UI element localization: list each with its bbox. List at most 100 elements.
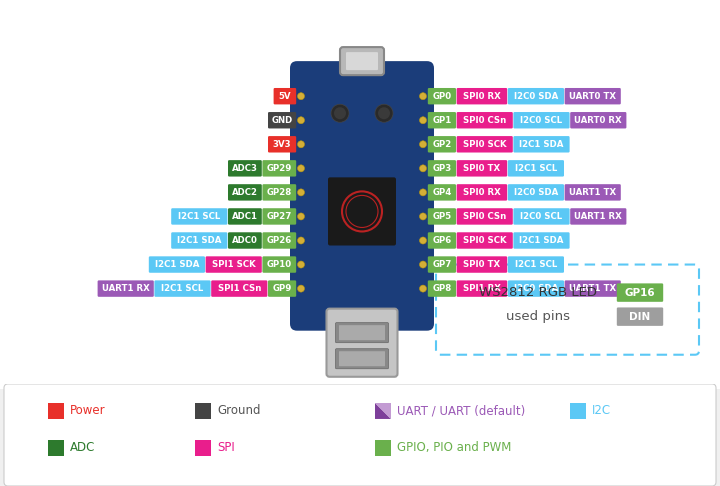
Circle shape [297,189,305,196]
Text: GP28: GP28 [266,188,292,197]
Circle shape [420,141,426,148]
Circle shape [297,285,305,292]
Text: SPI1 RX: SPI1 RX [463,284,501,293]
FancyBboxPatch shape [328,177,396,245]
Text: SPI0 CSn: SPI0 CSn [463,116,506,125]
Text: SPI0 RX: SPI0 RX [463,188,501,197]
FancyBboxPatch shape [171,208,228,225]
FancyBboxPatch shape [149,256,205,273]
Circle shape [420,189,426,196]
FancyBboxPatch shape [456,112,513,128]
Circle shape [297,237,305,244]
Text: used pins: used pins [506,310,570,323]
FancyBboxPatch shape [513,112,570,128]
FancyBboxPatch shape [428,136,456,153]
Text: GP0: GP0 [432,92,451,101]
Circle shape [297,261,305,268]
Text: I2C1 SCL: I2C1 SCL [178,212,220,221]
FancyBboxPatch shape [456,184,507,201]
Circle shape [420,261,426,268]
Circle shape [331,104,349,122]
Circle shape [375,104,393,122]
Text: SPI1 CSn: SPI1 CSn [217,284,261,293]
Circle shape [334,107,346,119]
Text: GPIO, PIO and PWM: GPIO, PIO and PWM [397,441,511,454]
FancyBboxPatch shape [508,184,564,201]
FancyBboxPatch shape [570,112,626,128]
FancyBboxPatch shape [428,256,456,273]
Bar [195,440,211,456]
FancyBboxPatch shape [570,208,626,225]
FancyBboxPatch shape [274,88,296,104]
FancyBboxPatch shape [428,88,456,104]
Bar [375,440,391,456]
Text: I2C1 SCL: I2C1 SCL [161,284,204,293]
FancyBboxPatch shape [456,232,513,249]
Text: SPI: SPI [217,441,235,454]
FancyBboxPatch shape [98,280,154,297]
FancyBboxPatch shape [268,280,296,297]
Text: ADC2: ADC2 [232,188,258,197]
FancyBboxPatch shape [456,256,507,273]
Circle shape [420,165,426,172]
Text: UART1 RX: UART1 RX [575,212,622,221]
Text: GP1: GP1 [432,116,451,125]
FancyBboxPatch shape [513,232,570,249]
Text: GP27: GP27 [266,212,292,221]
Circle shape [420,93,426,100]
FancyBboxPatch shape [340,47,384,75]
FancyBboxPatch shape [262,160,296,176]
FancyBboxPatch shape [262,208,296,225]
FancyBboxPatch shape [336,323,389,343]
Text: UART1 RX: UART1 RX [102,284,150,293]
Text: GP10: GP10 [266,260,292,269]
Text: ADC0: ADC0 [232,236,258,245]
Text: ADC1: ADC1 [232,212,258,221]
Text: I2C0 SDA: I2C0 SDA [514,188,558,197]
Bar [48,403,64,419]
FancyBboxPatch shape [228,232,262,249]
FancyBboxPatch shape [262,256,296,273]
Text: GP29: GP29 [266,164,292,173]
Text: I2C1 SDA: I2C1 SDA [519,236,564,245]
FancyBboxPatch shape [513,136,570,153]
Text: SPI1 SCK: SPI1 SCK [212,260,256,269]
Text: Power: Power [70,404,106,417]
Text: GP3: GP3 [432,164,451,173]
FancyBboxPatch shape [339,325,385,340]
FancyBboxPatch shape [428,112,456,128]
Circle shape [420,285,426,292]
FancyBboxPatch shape [268,112,296,128]
FancyBboxPatch shape [339,351,385,366]
Circle shape [420,213,426,220]
Text: 3V3: 3V3 [273,140,292,149]
Text: GP26: GP26 [266,236,292,245]
FancyBboxPatch shape [428,232,456,249]
Text: SPI0 RX: SPI0 RX [463,92,501,101]
Circle shape [297,117,305,124]
FancyBboxPatch shape [346,52,378,70]
Circle shape [420,117,426,124]
FancyBboxPatch shape [456,280,507,297]
Text: GP6: GP6 [432,236,451,245]
Polygon shape [375,403,391,419]
FancyBboxPatch shape [290,61,434,330]
FancyBboxPatch shape [428,184,456,201]
FancyBboxPatch shape [262,232,296,249]
FancyBboxPatch shape [4,384,716,486]
FancyBboxPatch shape [228,184,262,201]
Text: I2C0 SDA: I2C0 SDA [514,284,558,293]
Text: I2C0 SDA: I2C0 SDA [514,92,558,101]
FancyBboxPatch shape [436,264,699,355]
FancyBboxPatch shape [564,280,621,297]
Text: GP16: GP16 [625,288,655,297]
Text: Ground: Ground [217,404,261,417]
Text: GP4: GP4 [432,188,451,197]
FancyBboxPatch shape [508,160,564,176]
Text: ADC: ADC [70,441,95,454]
Text: 5V: 5V [279,92,291,101]
FancyBboxPatch shape [564,184,621,201]
Circle shape [297,213,305,220]
FancyBboxPatch shape [171,232,228,249]
Text: UART / UART (default): UART / UART (default) [397,404,526,417]
